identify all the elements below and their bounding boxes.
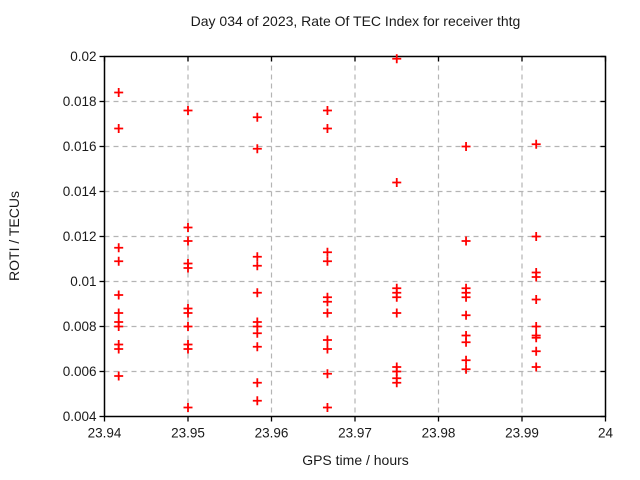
y-tick-label: 0.02 [70,49,96,64]
data-point-marker [322,247,332,257]
data-point-marker [461,310,471,320]
data-point-marker [322,106,332,115]
data-point-marker [183,322,193,331]
x-tick-label: 23.97 [338,426,372,441]
data-point-marker [461,355,471,365]
data-point-marker [114,290,124,300]
data-point-marker [183,263,193,273]
data-point-marker [252,328,262,338]
data-point-marker [183,223,193,232]
data-point-marker [322,297,332,307]
data-point-marker [531,232,541,241]
data-point-marker [461,142,471,151]
data-point-marker [252,252,262,262]
data-point-marker [252,261,262,271]
data-point-marker [531,322,541,331]
data-point-marker [461,292,471,302]
data-point-marker [322,369,332,379]
x-tick-label: 23.99 [505,426,539,441]
data-point-marker [252,396,262,406]
y-tick-label: 0.014 [63,184,97,199]
x-tick-label: 23.95 [171,426,205,441]
data-point-marker [114,256,124,266]
data-point-marker [183,344,193,354]
data-point-marker [114,308,124,318]
x-tick-label: 24 [598,426,614,441]
x-tick-label: 23.94 [88,426,122,441]
data-point-marker [531,333,541,343]
data-point-marker [114,371,124,381]
data-point-marker [392,292,402,302]
data-point-marker [531,272,541,282]
data-point-marker [322,124,332,133]
y-tick-label: 0.016 [63,139,97,154]
y-tick-label: 0.008 [63,319,97,334]
data-point-marker [114,88,124,97]
data-point-marker [461,364,471,374]
data-point-marker [392,308,402,318]
data-point-marker [114,243,124,253]
data-point-marker [392,178,402,187]
data-point-marker [461,337,471,347]
data-point-marker [322,403,332,412]
data-point-marker [531,295,541,304]
data-point-marker [322,256,332,266]
data-point-marker [252,288,262,298]
data-point-marker [114,344,124,354]
y-tick-label: 0.01 [70,274,96,289]
y-tick-label: 0.006 [63,364,97,379]
x-tick-label: 23.98 [422,426,456,441]
chart-title: Day 034 of 2023, Rate Of TEC Index for r… [190,13,521,29]
data-point-marker [252,112,262,122]
data-point-marker [461,236,471,246]
data-point-marker [252,144,262,154]
data-point-marker [183,106,193,115]
data-point-marker [531,346,541,356]
data-point-marker [183,236,193,246]
data-point-marker [183,308,193,318]
data-point-marker [114,322,124,331]
data-point-marker [531,362,541,372]
data-point-marker [252,378,262,388]
x-axis-label: GPS time / hours [302,452,409,468]
data-point-marker [531,139,541,149]
data-point-marker [322,344,332,354]
data-point-marker [322,308,332,318]
x-tick-label: 23.96 [255,426,289,441]
y-tick-label: 0.018 [63,94,97,109]
y-tick-label: 0.004 [63,409,97,424]
data-point-marker [392,378,402,388]
data-point-marker [392,54,402,64]
y-tick-label: 0.012 [63,229,97,244]
data-point-marker [114,124,124,133]
data-point-marker [183,403,193,412]
data-point-marker [322,335,332,345]
plot-border [103,55,607,418]
data-point-marker [252,342,262,352]
